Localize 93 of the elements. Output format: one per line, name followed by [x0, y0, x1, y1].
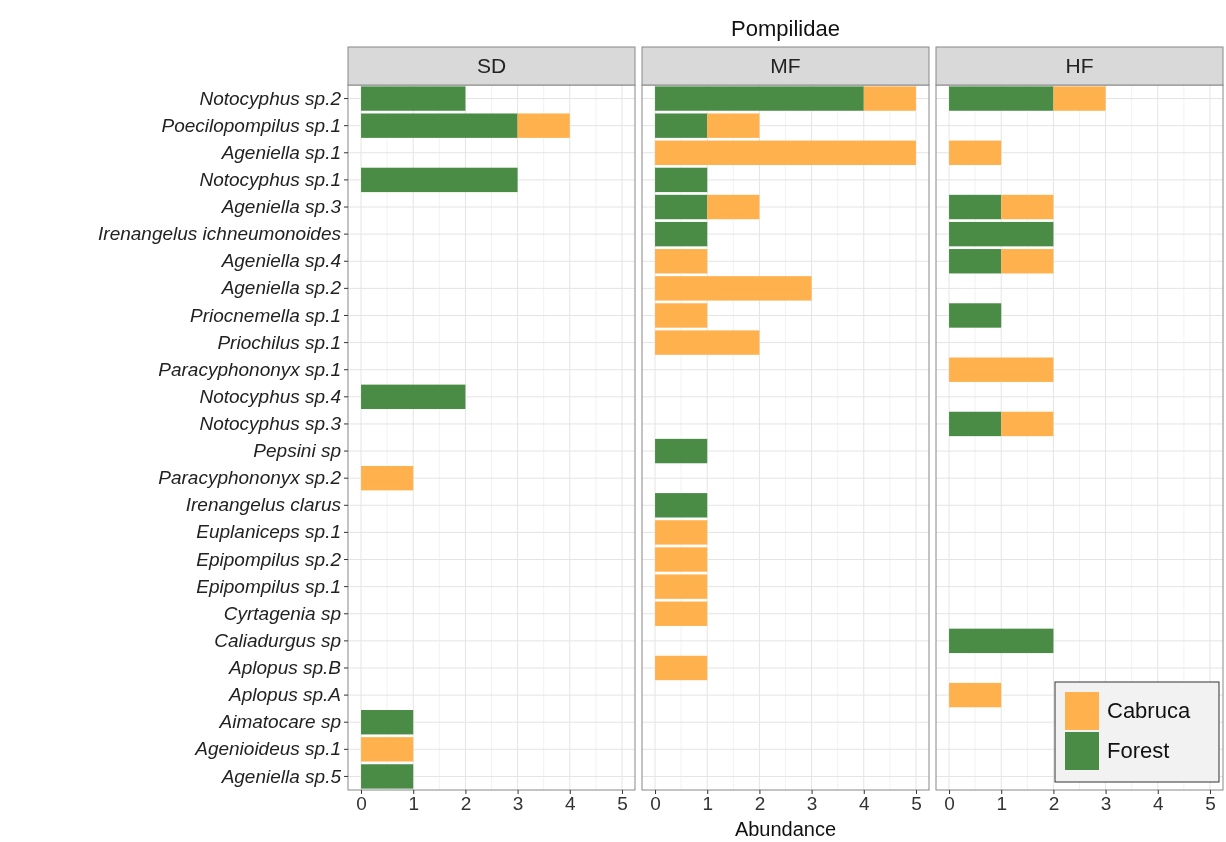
y-tick-label: Euplaniceps sp.1 [196, 521, 341, 543]
chart-title: Pompilidae [731, 16, 840, 41]
bar [949, 194, 1002, 220]
bar [361, 113, 518, 138]
bar [361, 384, 466, 410]
y-tick-label: Notocyphus sp.1 [199, 168, 341, 190]
bar [949, 303, 1002, 328]
bar [949, 357, 1054, 382]
y-tick-label: Irenangelus clarus [185, 494, 342, 516]
y-tick-label: Paracyphononyx sp.1 [158, 358, 341, 380]
bar [655, 221, 708, 247]
y-tick-label: Ageniella sp.4 [220, 250, 341, 272]
bar [707, 194, 760, 220]
bar [361, 465, 414, 491]
y-tick-label: Cyrtagenia sp [223, 602, 341, 624]
bar [517, 113, 570, 138]
bar [949, 249, 1002, 274]
y-tick-label: Notocyphus sp.4 [199, 385, 341, 407]
bar [655, 249, 708, 274]
y-tick-label: Ageniella sp.1 [220, 141, 341, 163]
bar [655, 601, 708, 626]
x-tick-label: 4 [858, 793, 870, 815]
chart-subtitle: MF [770, 54, 801, 77]
x-tick-label: 3 [512, 793, 524, 815]
bar [361, 737, 414, 762]
bar [655, 438, 708, 464]
chart-subtitle: SD [476, 54, 507, 77]
bar [655, 330, 760, 355]
y-tick-label: Ageniella sp.2 [220, 277, 342, 299]
bar [1001, 411, 1054, 437]
y-tick-label: Notocyphus sp.2 [199, 87, 342, 109]
bar [655, 140, 916, 165]
bar [1001, 249, 1054, 274]
x-tick-label: 5 [1205, 793, 1216, 815]
bar [655, 520, 708, 545]
y-tick-label: Aimatocare sp [218, 711, 341, 733]
bar [863, 86, 916, 111]
bar [361, 764, 414, 789]
x-tick-label: 1 [702, 793, 714, 815]
x-tick-label: 3 [806, 793, 818, 815]
y-tick-label: Poecilopompilus sp.1 [161, 114, 341, 136]
bar [655, 655, 708, 681]
x-tick-label: 1 [996, 793, 1008, 815]
bar [1053, 86, 1106, 111]
legend-label: Forest [1107, 738, 1170, 763]
y-tick-label: Epipompilus sp.2 [196, 548, 342, 570]
x-tick-label: 0 [944, 793, 955, 815]
y-tick-label: Epipompilus sp.1 [196, 575, 341, 597]
y-tick-label: Ageniella sp.5 [220, 765, 342, 787]
y-tick-label: Notocyphus sp.3 [199, 413, 342, 435]
y-tick-label: Ageniella sp.3 [220, 196, 342, 218]
y-tick-label: Paracyphononyx sp.2 [158, 467, 342, 489]
x-tick-label: 5 [617, 793, 628, 815]
x-tick-label: 2 [754, 793, 766, 815]
x-axis-title: Abundance [734, 818, 837, 840]
bar [655, 547, 708, 572]
bar [655, 574, 708, 599]
bar [949, 628, 1054, 654]
y-tick-label: Pepsini sp [253, 440, 341, 462]
bar [949, 140, 1002, 165]
x-tick-label: 0 [356, 793, 367, 815]
x-tick-label: 5 [911, 793, 922, 815]
y-tick-label: Aplopus sp.B [228, 657, 342, 679]
bar [655, 493, 708, 518]
bar [949, 86, 1054, 111]
bar [655, 167, 708, 193]
y-tick-label: Irenangelus ichneumonoides [98, 223, 342, 245]
bar [655, 113, 708, 138]
x-tick-label: 2 [460, 793, 472, 815]
bar [1001, 194, 1054, 220]
chart-subtitle: HF [1065, 54, 1094, 77]
y-tick-label: Priochilus sp.1 [217, 331, 341, 353]
x-tick-label: 4 [564, 793, 576, 815]
bar [949, 682, 1002, 708]
bar [949, 221, 1054, 247]
bar [949, 411, 1002, 437]
y-tick-label: Agenioideus sp.1 [194, 738, 341, 760]
x-tick-label: 3 [1100, 793, 1112, 815]
bar [655, 276, 812, 301]
bar [707, 113, 760, 138]
x-tick-label: 1 [408, 793, 420, 815]
x-tick-label: 4 [1152, 793, 1164, 815]
bar [361, 167, 518, 193]
legend-label: Cabruca [1107, 698, 1191, 723]
bar [655, 194, 708, 220]
bar [655, 303, 708, 328]
x-tick-label: 0 [650, 793, 661, 815]
y-tick-label: Caliadurgus sp [214, 629, 341, 651]
y-tick-label: Aplopus sp.A [228, 684, 341, 706]
bar [361, 86, 466, 111]
bar [361, 710, 414, 735]
y-tick-label: Priocnemella sp.1 [189, 304, 341, 326]
x-tick-label: 2 [1048, 793, 1060, 815]
